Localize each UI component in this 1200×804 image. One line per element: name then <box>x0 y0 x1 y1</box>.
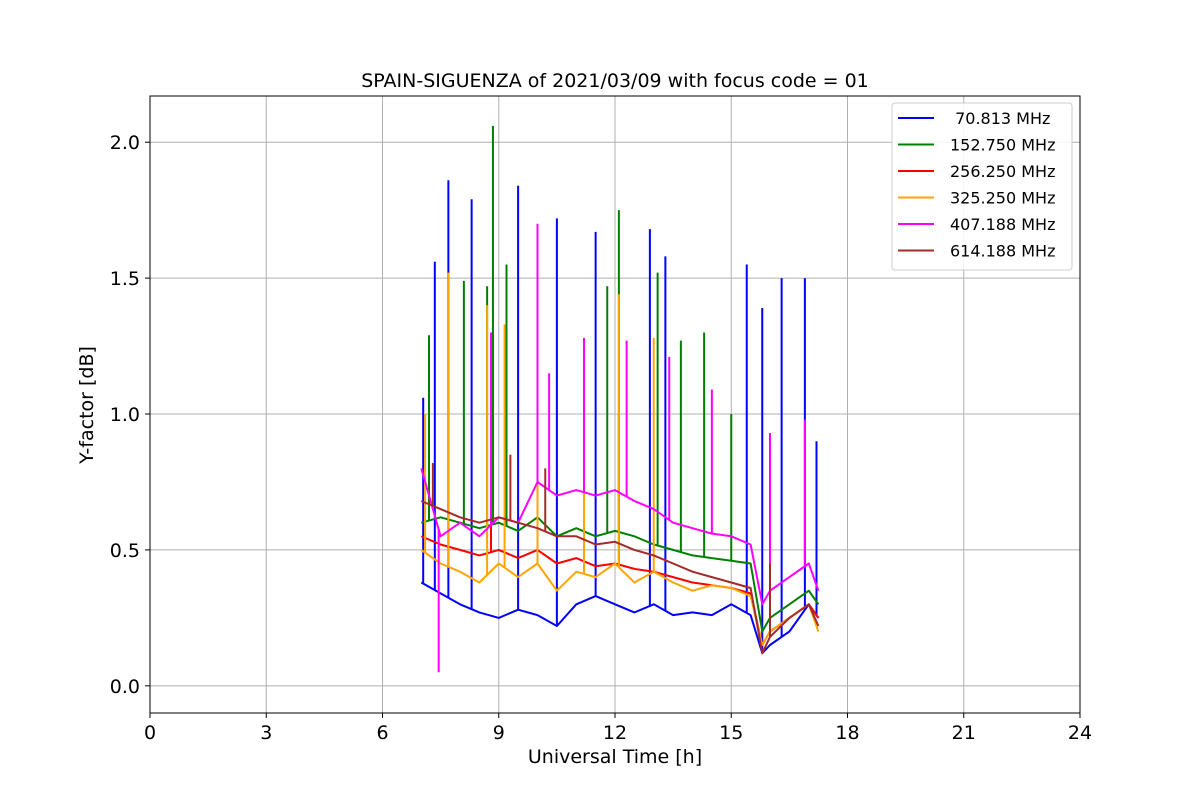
x-axis-label: Universal Time [h] <box>528 746 702 768</box>
y-tick-label: 2.0 <box>110 132 140 154</box>
legend-label: 256.250 MHz <box>950 162 1055 181</box>
x-tick-label: 21 <box>952 722 976 744</box>
series-line-1 <box>420 581 820 655</box>
series-line-4 <box>420 549 820 646</box>
x-tick-label: 24 <box>1068 722 1092 744</box>
y-tick-label: 0.0 <box>110 676 140 698</box>
series-group <box>420 125 820 673</box>
series-line-6 <box>420 500 820 655</box>
legend-label: 614.188 MHz <box>950 242 1055 261</box>
x-tick-label: 15 <box>719 722 743 744</box>
y-tick-label: 1.0 <box>110 404 140 426</box>
legend-label: 407.188 MHz <box>950 215 1055 234</box>
x-tick-label: 0 <box>144 722 156 744</box>
chart-title: SPAIN-SIGUENZA of 2021/03/09 with focus … <box>361 70 869 92</box>
y-tick-label: 1.5 <box>110 268 140 290</box>
legend-label: 70.813 MHz <box>950 109 1050 128</box>
y-tick-label: 0.5 <box>110 540 140 562</box>
legend: 70.813 MHz 152.750 MHz 256.250 MHz 325.250 … <box>891 102 1073 271</box>
x-tick-label: 6 <box>376 722 388 744</box>
x-tick-label: 9 <box>493 722 505 744</box>
legend-label: 325.250 MHz <box>950 189 1055 208</box>
legend-label: 152.750 MHz <box>950 136 1055 155</box>
legend-box <box>891 102 1073 271</box>
y-axis-label: Y-factor [dB] <box>76 346 98 465</box>
x-tick-label: 12 <box>603 722 627 744</box>
x-tick-label: 3 <box>260 722 272 744</box>
axis-ticks: 0 3 6 9 12 15 18 21 24 0.0 0.5 1.0 1.5 2.0 <box>110 132 1092 744</box>
x-tick-label: 18 <box>835 722 859 744</box>
series-line-5 <box>420 468 820 606</box>
